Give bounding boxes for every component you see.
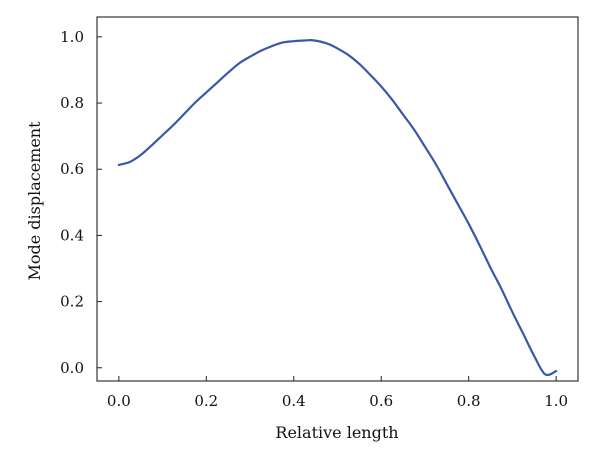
x-tick-label: 0.2 bbox=[194, 392, 218, 410]
mode-displacement-line bbox=[117, 39, 558, 377]
plot-frame bbox=[96, 16, 579, 382]
y-tick-label: 0.2 bbox=[60, 293, 84, 311]
x-tick-label: 0.0 bbox=[107, 392, 131, 410]
y-tick-label: 0.8 bbox=[60, 94, 84, 112]
y-tick-label: 0.6 bbox=[60, 160, 84, 178]
x-axis-title: Relative length bbox=[275, 423, 398, 442]
y-axis-title: Mode displacement bbox=[25, 121, 44, 281]
x-tick-label: 1.0 bbox=[544, 392, 568, 410]
y-tick-label: 1.0 bbox=[60, 28, 84, 46]
x-tick-label: 0.8 bbox=[457, 392, 481, 410]
x-tick-label: 0.6 bbox=[369, 392, 393, 410]
y-tick-label: 0.4 bbox=[60, 226, 84, 244]
y-tick-label: 0.0 bbox=[60, 359, 84, 377]
x-tick-label: 0.4 bbox=[282, 392, 306, 410]
